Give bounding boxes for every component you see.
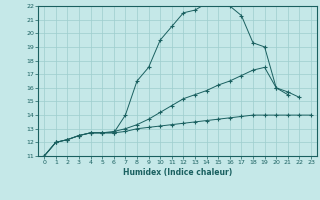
X-axis label: Humidex (Indice chaleur): Humidex (Indice chaleur): [123, 168, 232, 177]
